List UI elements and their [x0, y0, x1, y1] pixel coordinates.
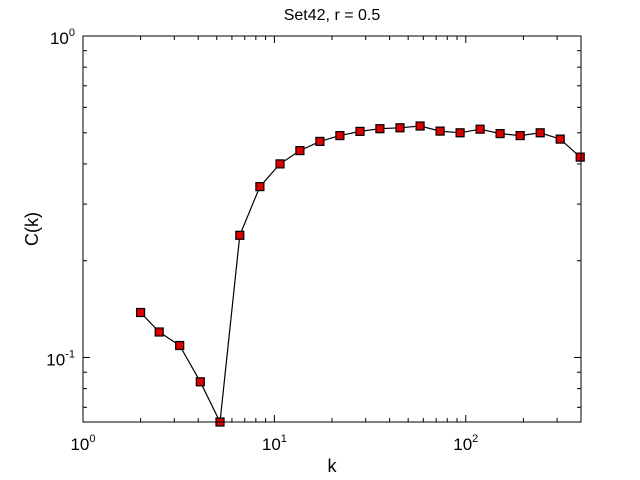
data-point: [495, 129, 505, 139]
data-point: [375, 124, 385, 134]
data-point: [355, 126, 365, 137]
y-tick-label: 100: [50, 27, 75, 48]
data-point: [515, 131, 525, 141]
plot-background: [83, 36, 581, 422]
data-point: [415, 121, 425, 131]
y-axis-label: C(k): [22, 212, 42, 246]
data-point: [435, 126, 445, 136]
data-point: [255, 182, 265, 192]
ticks-layer: 100 101 102 10-1 100: [46, 27, 582, 454]
x-axis-label: k: [328, 456, 338, 476]
data-point: [555, 134, 565, 144]
data-point: [315, 136, 325, 146]
data-point: [475, 124, 485, 134]
data-point: [575, 152, 585, 162]
x-tick-label: 101: [262, 433, 287, 454]
data-point: [335, 131, 345, 141]
data-point: [275, 159, 285, 169]
y-tick-label: 10-1: [46, 348, 75, 369]
data-point: [395, 123, 405, 133]
data-point: [535, 128, 545, 138]
data-point: [455, 128, 465, 138]
data-point: [195, 377, 205, 387]
x-tick-label: 102: [453, 433, 478, 454]
x-tick-label: 100: [70, 433, 95, 454]
data-point: [175, 340, 185, 351]
series-layer: [136, 121, 585, 427]
data-point: [136, 307, 146, 318]
data-point: [235, 230, 245, 240]
data-point: [154, 327, 164, 337]
data-point: [295, 146, 305, 156]
plot-frame: [82, 35, 582, 423]
chart-title: Set42, r = 0.5: [284, 7, 381, 24]
labels-layer: Set42, r = 0.5 k C(k): [22, 7, 380, 476]
